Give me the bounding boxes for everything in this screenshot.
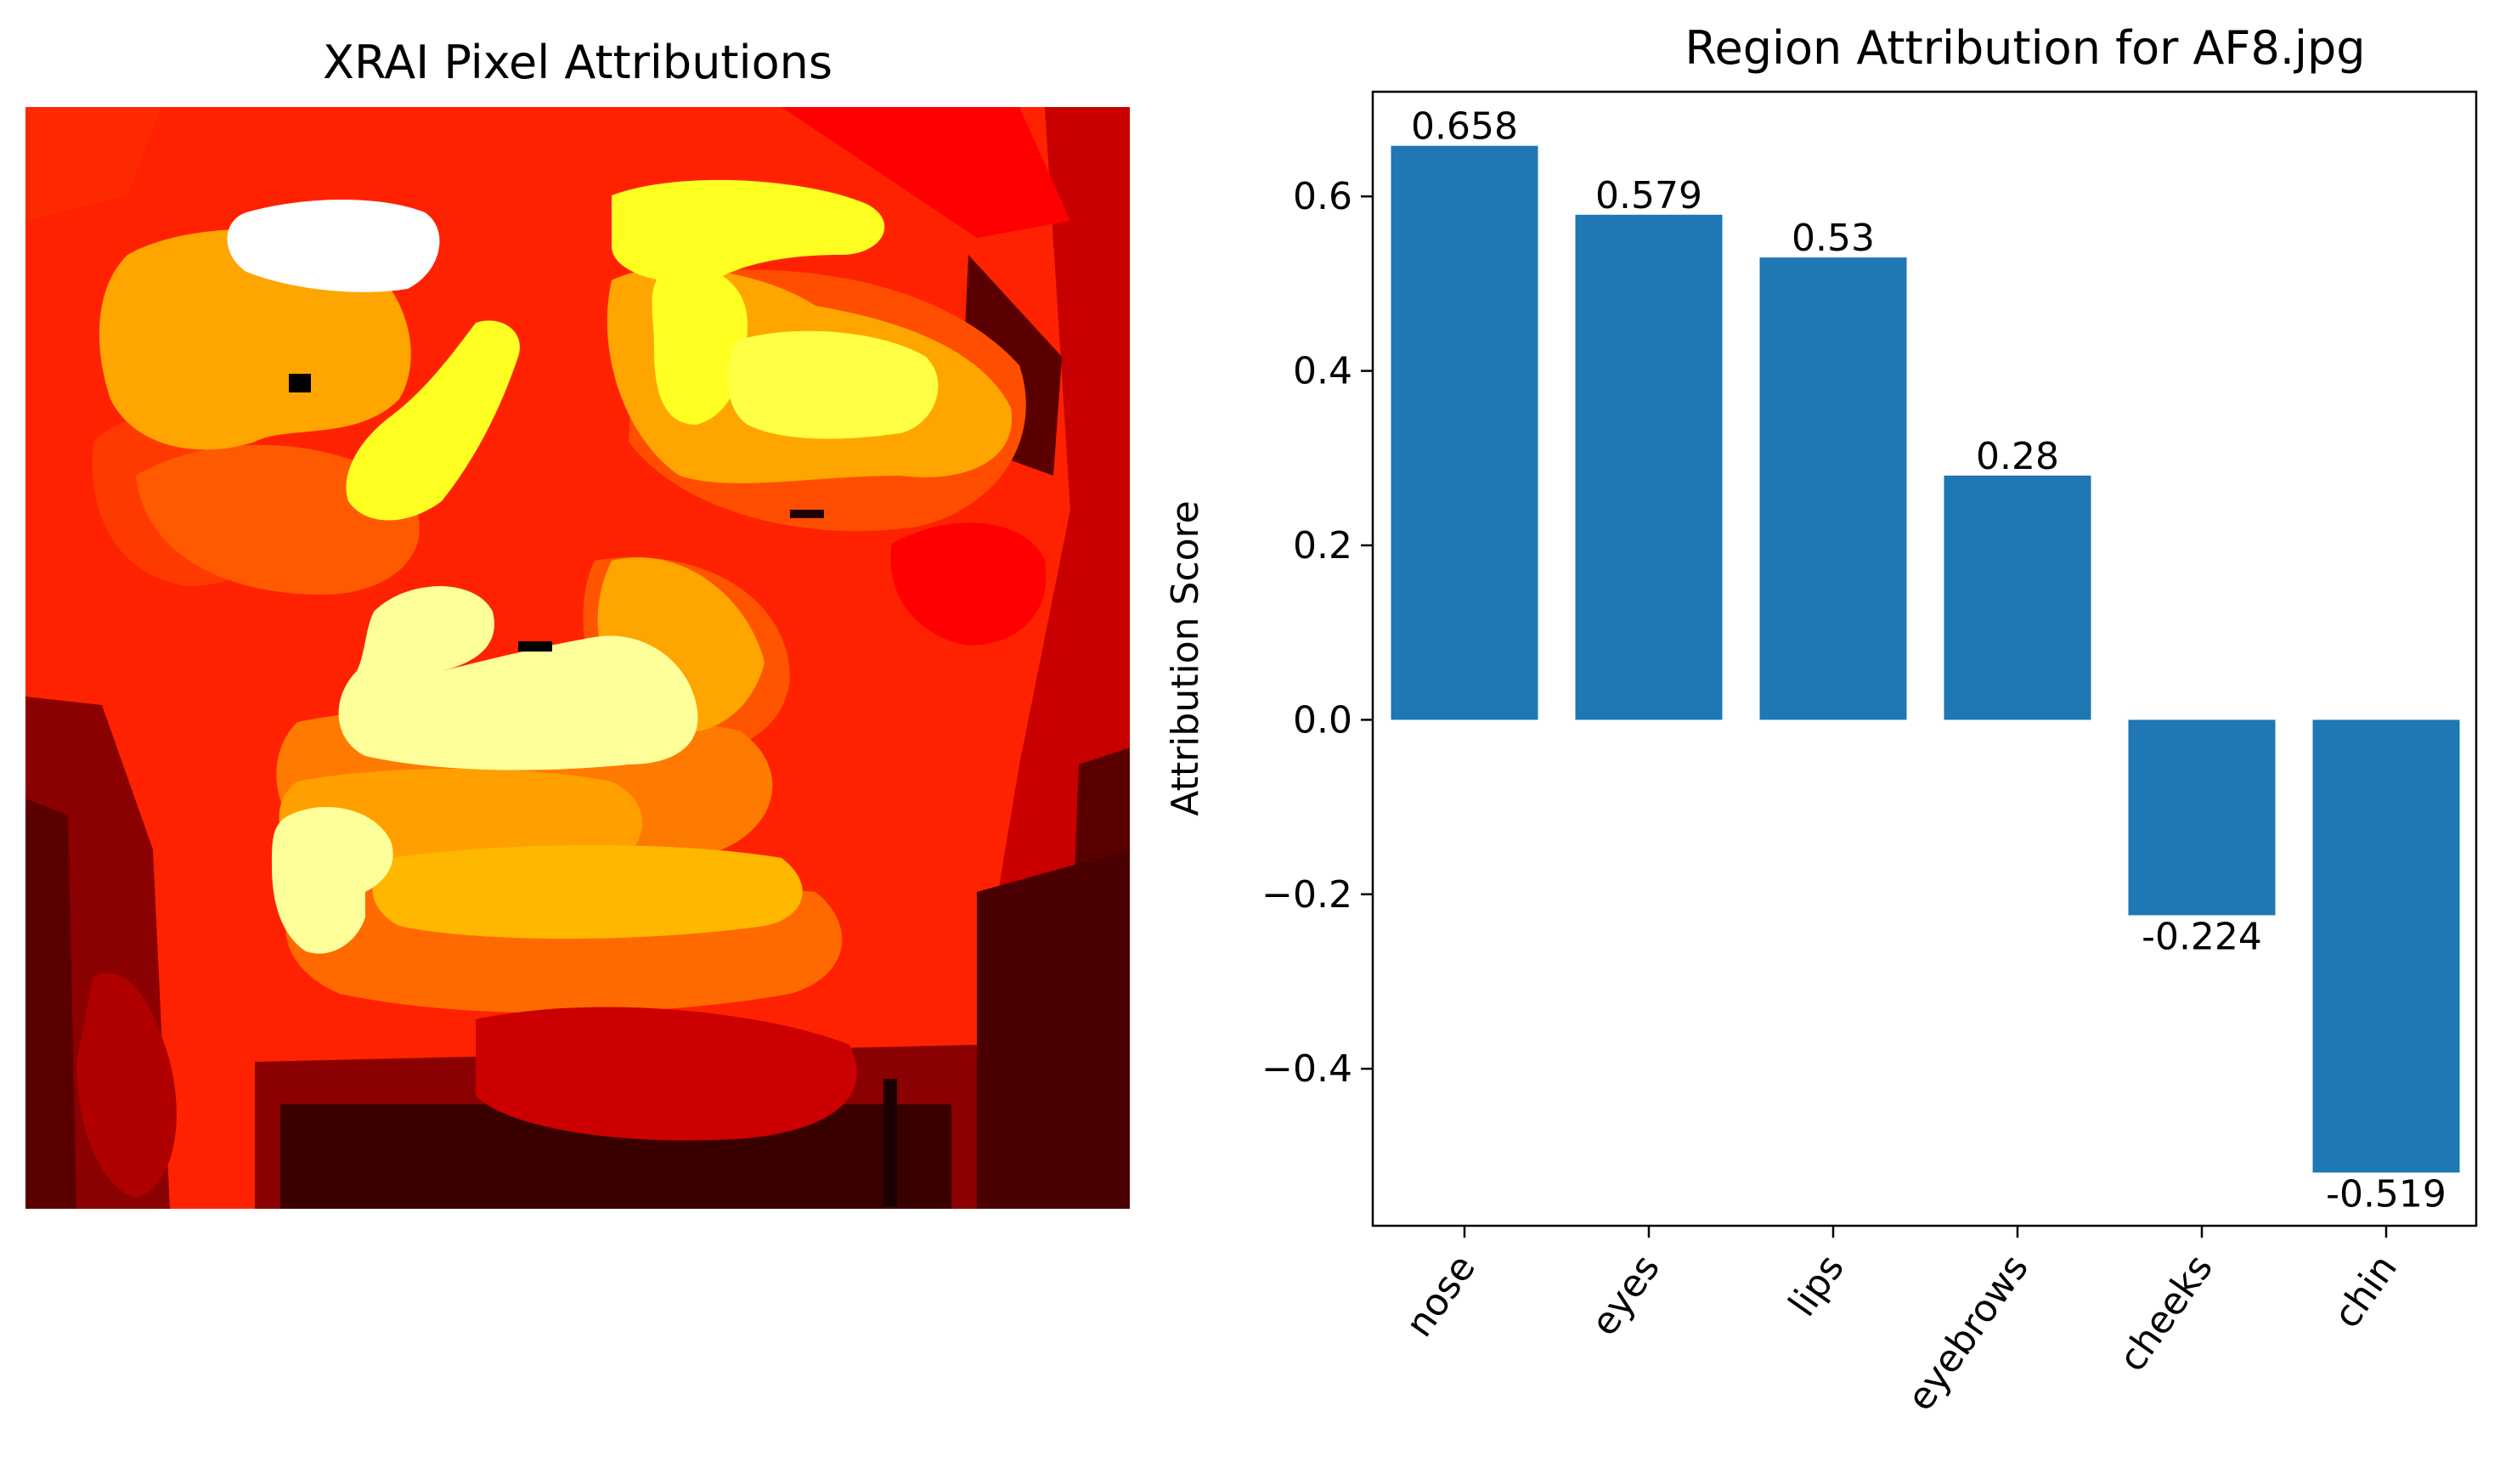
bar-label-lips: 0.53 — [1792, 217, 1875, 260]
heatmap-speck-eye — [289, 374, 311, 392]
y-axis-label: Attribution Score — [1164, 500, 1207, 815]
heatmap-speck-nose — [518, 641, 552, 652]
bar-label-cheeks: -0.224 — [2142, 915, 2262, 958]
y-tick-label: −0.4 — [1261, 1047, 1352, 1091]
heatmap-region-jaw-left — [76, 973, 177, 1198]
heatmap-region-right-eye-yellow — [727, 330, 939, 439]
x-tick-label-eyes: eyes — [1583, 1247, 1668, 1344]
x-tick-label-eyebrows: eyebrows — [1899, 1247, 2037, 1419]
heatmap-region-nose-bridge — [346, 320, 520, 521]
y-tick-label: 0.6 — [1293, 175, 1352, 218]
bar-data-labels: 0.658 0.579 0.53 0.28 -0.224 -0.519 — [1411, 105, 2446, 1216]
bar-eyes — [1575, 214, 1723, 720]
heatmap-region-lower-lip-gold — [372, 845, 803, 939]
y-tick-label: 0.0 — [1293, 698, 1352, 742]
heatmap-title: XRAI Pixel Attributions — [323, 36, 832, 89]
heatmap-region-right-cheek — [890, 522, 1047, 646]
x-tick-label-nose: nose — [1397, 1247, 1484, 1345]
y-axis: −0.4 −0.2 0.0 0.2 0.4 0.6 — [1261, 175, 1373, 1091]
bar-cheeks — [2128, 719, 2276, 916]
x-tick-label-lips: lips — [1780, 1247, 1853, 1324]
heatmap-region-top-left — [25, 107, 161, 221]
heatmap-panel: XRAI Pixel Attributions — [25, 36, 1130, 1209]
heatmap-region-lip-pale — [272, 807, 393, 954]
bar-label-chin: -0.519 — [2326, 1172, 2446, 1216]
heatmap-region-top-right — [782, 107, 1070, 238]
bar-chart-panel: Region Attribution for AF8.jpg Attributi… — [1164, 21, 2478, 1419]
bar-label-eyes: 0.579 — [1595, 174, 1702, 217]
x-axis: nose eyes lips eyebrows cheeks chin — [1397, 1226, 2406, 1419]
heatmap-region-darker-left — [25, 798, 76, 1209]
bar-nose — [1391, 145, 1538, 720]
heatmap-region-left-brow-white — [227, 200, 440, 292]
heatmap-region-chin — [476, 1007, 857, 1141]
bars — [1391, 145, 2460, 1173]
x-tick-label-cheeks: cheeks — [2111, 1247, 2221, 1380]
plot-area — [1371, 90, 2478, 1227]
bar-chin — [2312, 719, 2460, 1173]
bar-label-eyebrows: 0.28 — [1976, 435, 2059, 478]
heatmap-speck-cheek — [790, 510, 824, 518]
chart-title: Region Attribution for AF8.jpg — [1685, 21, 2365, 75]
bar-label-nose: 0.658 — [1411, 105, 1518, 149]
heatmap-speck-chin-line — [883, 1079, 897, 1206]
y-tick-label: 0.2 — [1293, 524, 1352, 567]
x-tick-label-chin: chin — [2325, 1247, 2406, 1336]
bar-eyebrows — [1944, 475, 2091, 720]
heatmap-image — [25, 107, 1130, 1209]
heatmap-region-nose-pale — [338, 586, 698, 770]
heatmap-region-right-bottom — [977, 849, 1130, 1209]
heatmap-region-right-brow — [612, 179, 885, 283]
y-tick-label: −0.2 — [1261, 873, 1352, 917]
plot-frame — [1371, 90, 2478, 1227]
bar-lips — [1759, 257, 1907, 720]
heatmap-region-right-brow-drop — [652, 266, 748, 425]
y-tick-label: 0.4 — [1293, 350, 1352, 393]
